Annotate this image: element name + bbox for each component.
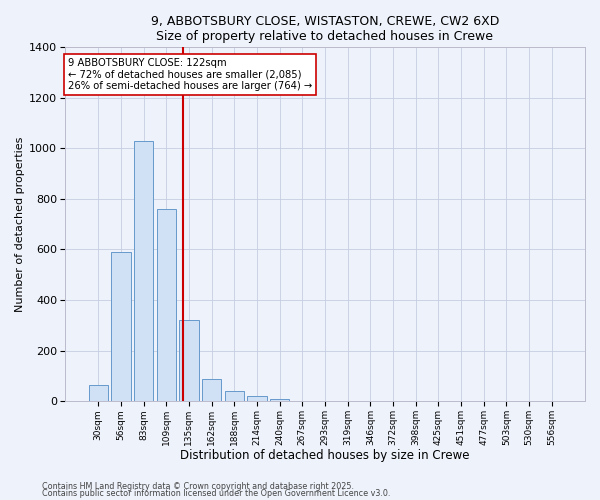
Bar	[134, 140, 153, 402]
Text: Contains HM Land Registry data © Crown copyright and database right 2025.: Contains HM Land Registry data © Crown c…	[42, 482, 354, 491]
Bar	[202, 378, 221, 402]
Bar	[293, 401, 312, 402]
Bar	[157, 209, 176, 402]
Bar	[224, 391, 244, 402]
Bar	[89, 385, 108, 402]
X-axis label: Distribution of detached houses by size in Crewe: Distribution of detached houses by size …	[180, 450, 470, 462]
Title: 9, ABBOTSBURY CLOSE, WISTASTON, CREWE, CW2 6XD
Size of property relative to deta: 9, ABBOTSBURY CLOSE, WISTASTON, CREWE, C…	[151, 15, 499, 43]
Text: 9 ABBOTSBURY CLOSE: 122sqm
← 72% of detached houses are smaller (2,085)
26% of s: 9 ABBOTSBURY CLOSE: 122sqm ← 72% of deta…	[68, 58, 312, 91]
Y-axis label: Number of detached properties: Number of detached properties	[15, 136, 25, 312]
Bar	[270, 400, 289, 402]
Bar	[111, 252, 131, 402]
Bar	[247, 396, 266, 402]
Text: Contains public sector information licensed under the Open Government Licence v3: Contains public sector information licen…	[42, 490, 391, 498]
Bar	[179, 320, 199, 402]
